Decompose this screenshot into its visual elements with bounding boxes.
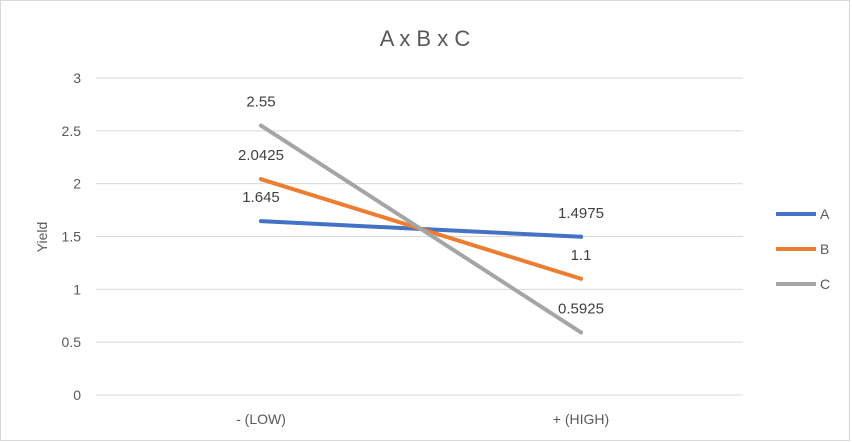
legend-label: A [820, 206, 830, 222]
data-point [259, 123, 263, 128]
data-label: 1.645 [242, 189, 280, 206]
data-point [579, 276, 583, 281]
data-point [579, 234, 583, 239]
y-tick-label: 1 [73, 281, 81, 297]
y-tick-label: 0 [73, 387, 81, 403]
data-label: 0.5925 [558, 300, 604, 317]
legend-label: C [820, 276, 830, 292]
series-line-c [259, 123, 583, 335]
y-tick-label: 2 [73, 176, 81, 192]
y-axis-label: Yield [34, 222, 50, 253]
data-label: 2.55 [246, 94, 275, 111]
y-tick-label: 1.5 [62, 229, 82, 245]
legend-label: B [820, 241, 829, 257]
y-tick-label: 2.5 [62, 123, 82, 139]
x-tick-label: + (HIGH) [553, 411, 609, 427]
data-point [259, 219, 263, 224]
y-tick-label: 0.5 [62, 334, 82, 350]
y-tick-label: 3 [73, 70, 81, 86]
data-point [259, 177, 263, 182]
data-label: 2.0425 [238, 147, 284, 164]
data-label: 1.4975 [558, 205, 604, 222]
data-point [579, 330, 583, 335]
data-label: 1.1 [571, 247, 592, 264]
x-tick-label: - (LOW) [236, 411, 286, 427]
chart-title: A x B x C [380, 26, 471, 51]
